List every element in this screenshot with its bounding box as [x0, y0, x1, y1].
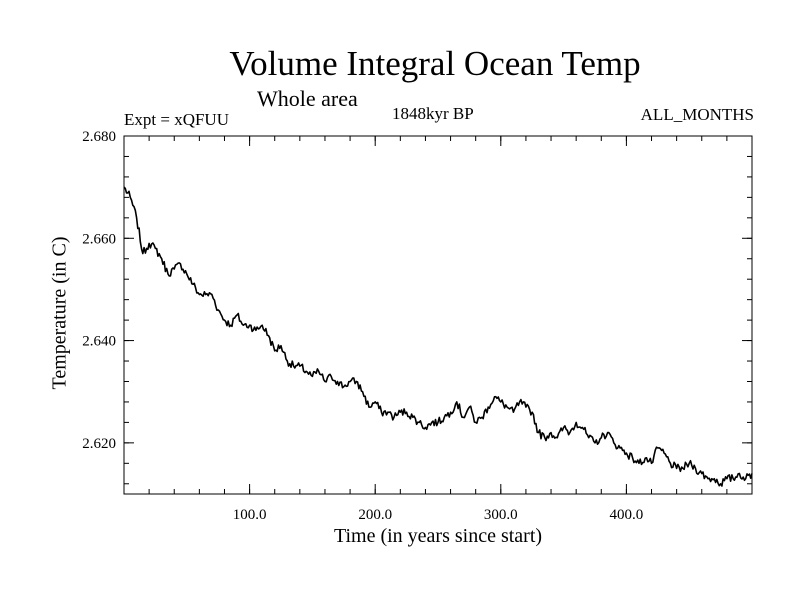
chart-title: Volume Integral Ocean Temp: [229, 44, 641, 83]
chart-subtitle: Whole area: [257, 86, 358, 111]
y-axis-label: Temperature (in C): [48, 236, 71, 390]
months-label: ALL_MONTHS: [640, 105, 754, 124]
period-label: 1848kyr BP: [392, 104, 474, 123]
y-tick-label: 2.660: [82, 231, 116, 247]
y-tick-label: 2.620: [82, 436, 116, 452]
x-tick-label: 400.0: [610, 507, 644, 523]
y-tick-label: 2.640: [82, 334, 116, 350]
experiment-label: Expt = xQFUU: [124, 110, 229, 129]
x-tick-label: 200.0: [358, 507, 392, 523]
x-axis-label: Time (in years since start): [333, 525, 543, 547]
x-tick-label: 300.0: [484, 507, 518, 523]
plot-frame: [123, 135, 753, 495]
y-tick-label: 2.680: [82, 129, 116, 145]
x-tick-label: 100.0: [233, 507, 267, 523]
series-line: [123, 186, 753, 487]
